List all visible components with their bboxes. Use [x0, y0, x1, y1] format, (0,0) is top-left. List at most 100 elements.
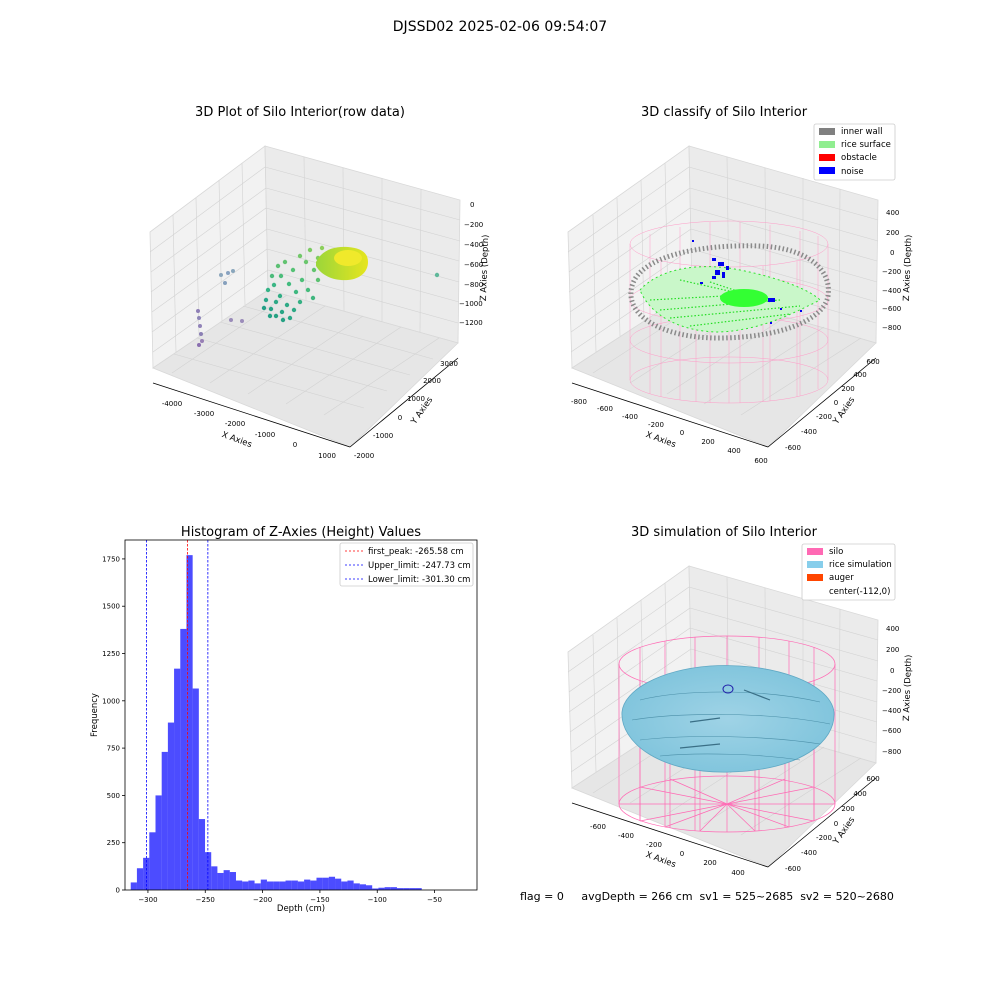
tick-label: −400 [464, 241, 483, 249]
raw-x-ticks: -4000 -3000 -2000 -1000 0 1000 [162, 400, 336, 460]
histogram-bar [359, 884, 367, 890]
tick-label: −600 [882, 305, 901, 313]
y-tick-label: 500 [107, 792, 120, 800]
histogram-bar [211, 866, 218, 890]
histogram-bar [229, 872, 236, 890]
simulation-x-ticks: -600 -400 -200 0 200 400 [590, 823, 745, 877]
tick-label: 0 [470, 201, 474, 209]
rice-simulation-mesh [621, 665, 835, 773]
raw-point [434, 272, 440, 278]
histogram-y-ticks: 0 250 500 750 1000 1250 1500 1750 [102, 555, 125, 895]
simulation-x-axis-label: X Axies [644, 850, 677, 870]
tick-label: -2000 [225, 420, 245, 428]
tick-label: -200 [648, 421, 664, 429]
classify-y-ticks: -600 -400 -200 0 200 400 600 [785, 358, 880, 452]
tick-label: −1000 [459, 300, 483, 308]
raw-ring-inner [334, 250, 362, 266]
histogram-bar [174, 668, 181, 890]
status-footer: flag = 0 avgDepth = 266 cm sv1 = 525~268… [520, 890, 894, 903]
histogram-bar [149, 832, 156, 890]
histogram-vlines [146, 540, 209, 890]
tick-label: 200 [841, 805, 854, 813]
tick-label: 0 [890, 667, 894, 675]
histogram-bar [205, 852, 212, 890]
legend-label: Lower_limit: -301.30 cm [368, 575, 470, 585]
raw-point [219, 273, 223, 277]
tick-label: −1200 [459, 319, 483, 327]
legend-label: inner wall [841, 127, 882, 137]
tick-label: 200 [886, 646, 899, 654]
tick-label: -400 [618, 832, 634, 840]
classify-dense-surface [720, 289, 768, 307]
classify-x-ticks: -800 -600 -400 -200 0 200 400 600 [571, 398, 768, 465]
simulation-z-ticks: 400 200 0 −200 −400 −600 −800 [882, 625, 901, 756]
tick-label: -200 [816, 413, 832, 421]
tick-label: -1000 [373, 432, 393, 440]
tick-label: 400 [731, 869, 744, 877]
legend-swatch [807, 548, 823, 555]
tick-label: −200 [882, 268, 901, 276]
legend-label: auger [829, 573, 854, 583]
histogram-bar [242, 881, 249, 890]
legend-swatch [807, 574, 823, 581]
histogram-bar [217, 872, 224, 890]
histogram-bar [378, 887, 385, 890]
histogram-bar [273, 881, 280, 890]
tick-label: 2000 [423, 377, 441, 385]
tick-label: −600 [464, 261, 483, 269]
histogram-bar [291, 880, 298, 890]
classify-point-cloud [628, 240, 831, 341]
legend-label: noise [841, 167, 864, 177]
histogram-bars [130, 555, 422, 890]
histogram-bar [136, 868, 144, 890]
histogram-bar [254, 883, 261, 890]
tick-label: −200 [464, 221, 483, 229]
tick-label: -1000 [255, 431, 275, 439]
histogram-bar [310, 880, 317, 890]
tick-label: -600 [785, 865, 801, 873]
tick-label: 200 [841, 385, 854, 393]
raw-point [196, 309, 200, 313]
tick-label: −400 [882, 707, 901, 715]
histogram-bar [192, 688, 199, 890]
rice-surface-ridges [679, 689, 771, 749]
raw-point [198, 324, 202, 328]
histogram-bar [390, 887, 397, 890]
histogram-bar [266, 881, 274, 890]
histogram-bar [353, 883, 360, 890]
tick-label: −800 [882, 324, 901, 332]
y-tick-label: 1000 [102, 697, 120, 705]
tick-label: 1000 [407, 395, 425, 403]
tick-label: -200 [646, 841, 662, 849]
histogram-x-axis-label: Depth (cm) [277, 904, 325, 914]
rice-mesh-contours [631, 691, 831, 761]
raw-point [231, 269, 235, 273]
y-tick-label: 250 [107, 839, 120, 847]
simulation-plot-title: 3D simulation of Silo Interior [631, 525, 818, 540]
tick-label: 600 [866, 775, 879, 783]
histogram-bar [130, 882, 137, 890]
legend-box [339, 542, 474, 587]
classify-z-axis-label: Z Axies (Depth) [902, 234, 914, 301]
raw-x-axis [152, 382, 351, 448]
tick-label: -3000 [194, 410, 214, 418]
legend-swatch [819, 141, 835, 148]
classify-inner-wall-points [628, 243, 831, 341]
histogram-bar [285, 880, 292, 890]
histogram-bar [409, 888, 416, 890]
legend-swatch [807, 587, 823, 594]
simulation-rice-surface [621, 665, 835, 773]
legend-label: obstacle [841, 153, 877, 163]
histogram-x-ticks: −300 −250 −200 −150 −100 −50 [138, 890, 442, 904]
tick-label: -600 [597, 405, 613, 413]
tick-label: -2000 [354, 452, 374, 460]
histogram-bar [415, 888, 422, 890]
legend-label: first_peak: -265.58 cm [368, 547, 464, 557]
tick-label: −800 [882, 748, 901, 756]
classify-plot-title: 3D classify of Silo Interior [641, 105, 808, 120]
histogram-bar [396, 888, 404, 890]
simulation-y-axis [767, 777, 877, 868]
tick-label: 200 [703, 859, 716, 867]
histogram-bar [248, 880, 255, 890]
